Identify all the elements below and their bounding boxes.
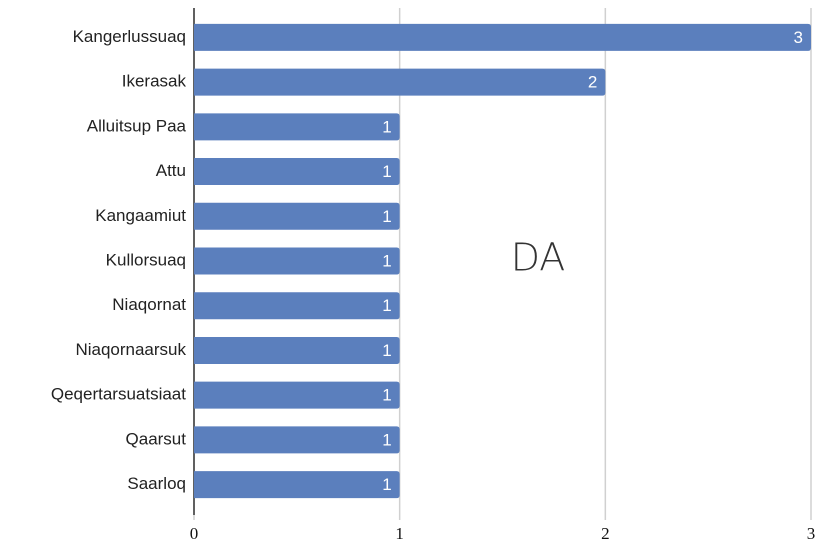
bar	[194, 426, 400, 454]
bar	[194, 471, 400, 499]
y-tick-label: Alluitsup Paa	[87, 116, 187, 135]
y-tick-label: Qaarsut	[126, 429, 187, 448]
value-label: 1	[382, 296, 391, 315]
y-tick-label: Kullorsuaq	[106, 250, 186, 269]
bar	[194, 23, 811, 51]
y-tick-label: Ikerasak	[122, 72, 187, 91]
y-tick-label: Kangaamiut	[95, 206, 186, 225]
value-label: 2	[588, 73, 597, 92]
value-label: 1	[382, 386, 391, 405]
value-label: 1	[382, 162, 391, 181]
bar	[194, 68, 606, 96]
value-label: 1	[382, 251, 391, 270]
value-label: 1	[382, 475, 391, 494]
x-tick-label: 3	[807, 524, 816, 543]
bar	[194, 381, 400, 409]
x-tick-label: 2	[601, 524, 610, 543]
y-tick-label: Kangerlussuaq	[73, 27, 186, 46]
x-tick-label: 0	[190, 524, 199, 543]
x-tick-label: 1	[395, 524, 404, 543]
bar	[194, 247, 400, 275]
annotation: DA	[511, 236, 566, 280]
y-tick-label: Niaqornat	[112, 295, 186, 314]
value-label: 3	[794, 28, 803, 47]
bar	[194, 336, 400, 364]
bar	[194, 202, 400, 230]
bar	[194, 292, 400, 320]
y-tick-label: Niaqornaarsuk	[75, 340, 186, 359]
y-tick-label: Saarloq	[127, 474, 186, 493]
value-label: 1	[382, 207, 391, 226]
value-label: 1	[382, 430, 391, 449]
y-tick-label: Attu	[156, 161, 186, 180]
y-tick-label: Qeqertarsuatsiaat	[51, 385, 186, 404]
bar	[194, 113, 400, 141]
value-label: 1	[382, 341, 391, 360]
value-label: 1	[382, 117, 391, 136]
bar	[194, 158, 400, 186]
